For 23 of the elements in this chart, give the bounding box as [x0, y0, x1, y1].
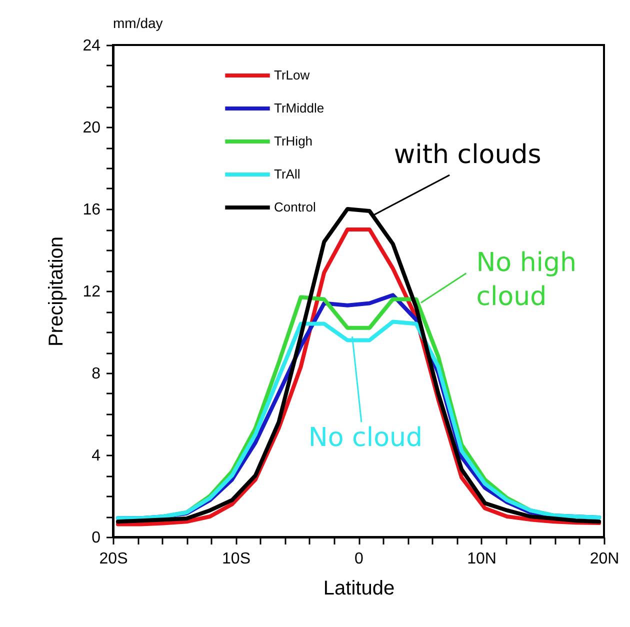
- y-tick-label: 8: [92, 366, 101, 382]
- y-tick-label: 0: [92, 530, 101, 546]
- y-tick-label: 24: [82, 38, 101, 54]
- x-tick-label: 10S: [222, 550, 250, 568]
- y-axis-title: Precipitation: [46, 236, 68, 347]
- x-tick-label: 20S: [99, 550, 128, 568]
- text: mm/day: [113, 15, 163, 31]
- x-tick-label: 10N: [467, 550, 496, 568]
- y-tick-label: 20: [82, 120, 101, 136]
- annotation: No high cloud: [476, 248, 577, 312]
- legend-label: TrMiddle: [274, 100, 324, 116]
- legend-label: Control: [274, 200, 316, 214]
- x-tick-label: 0: [354, 550, 364, 568]
- y-tick-label: 16: [82, 202, 101, 218]
- annotation: No cloud: [308, 423, 422, 454]
- legend-label: TrLow: [274, 68, 310, 82]
- legend-label: TrAll: [274, 166, 300, 182]
- legend-label: TrHigh: [274, 134, 313, 148]
- x-axis-title: Latitude: [323, 578, 395, 600]
- y-tick-label: 12: [82, 284, 101, 300]
- y-tick-label: 4: [92, 448, 101, 464]
- x-tick-label: 20N: [590, 550, 620, 568]
- annotation: with clouds: [394, 140, 542, 170]
